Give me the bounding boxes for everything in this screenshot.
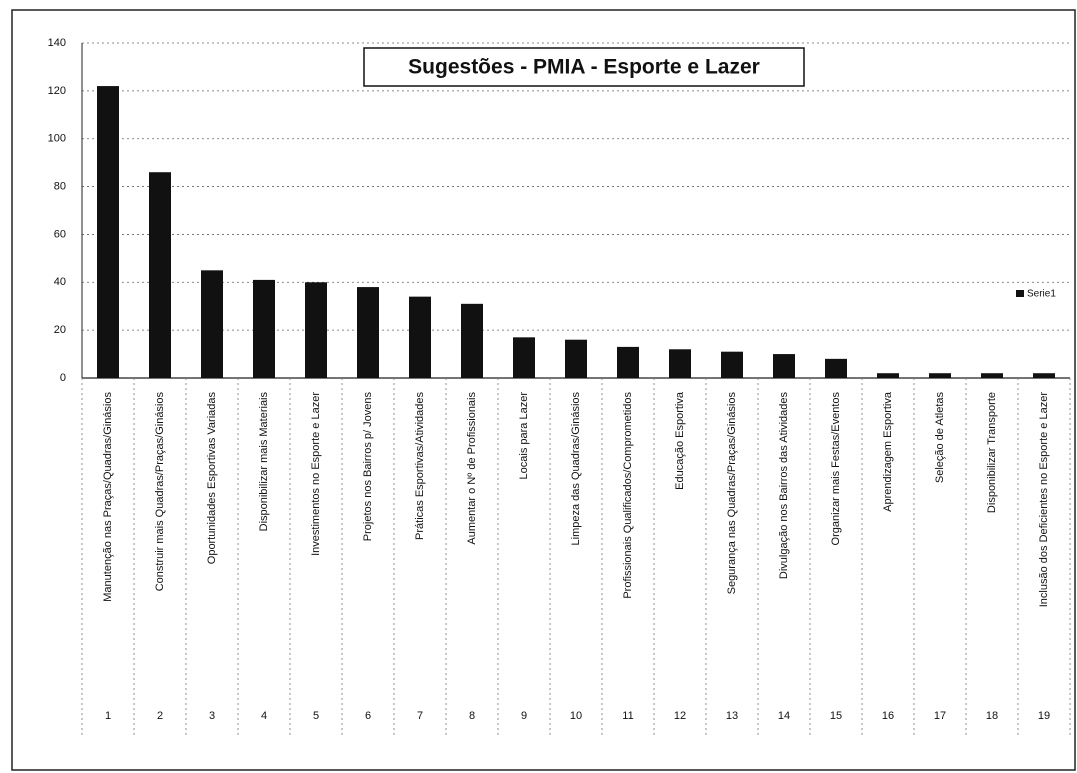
x-category-label: Aumentar o Nº de Profissionais [466, 392, 478, 545]
x-category-label: Locais para Lazer [518, 392, 530, 480]
legend-swatch [1016, 290, 1024, 297]
y-tick-label: 80 [54, 180, 66, 192]
x-category-number: 19 [1038, 710, 1050, 722]
bar [1033, 373, 1055, 378]
bar [409, 296, 431, 378]
bar [929, 373, 951, 378]
x-category-label: Limpeza das Quadras/Ginásios [570, 392, 582, 546]
x-category-number: 7 [417, 710, 423, 722]
bar [97, 86, 119, 379]
x-category-label: Disponibilizar Transporte [986, 392, 998, 513]
x-category-number: 11 [622, 710, 633, 722]
bar [357, 287, 379, 378]
bar [201, 270, 223, 378]
bar [617, 346, 639, 378]
x-category-number: 17 [934, 710, 946, 722]
x-category-label: Educação Esportiva [674, 391, 686, 490]
x-category-label: Disponibilizar mais Materiais [258, 392, 270, 532]
y-tick-label: 20 [54, 324, 66, 336]
x-category-number: 4 [261, 710, 267, 722]
y-tick-label: 100 [48, 133, 66, 145]
bar [565, 339, 587, 378]
x-category-label: Aprendizagem Esportiva [882, 391, 894, 512]
x-category-label: Oportunidades Esportivas Variadas [206, 392, 218, 565]
bar [825, 358, 847, 378]
bar [149, 172, 171, 378]
y-tick-label: 0 [60, 372, 66, 384]
x-category-label: Divulgação nos Bairros das Atividades [778, 392, 790, 580]
x-category-number: 14 [778, 710, 790, 722]
x-category-number: 5 [313, 710, 319, 722]
x-category-label: Organizar mais Festas/Eventos [830, 392, 842, 546]
bar [305, 282, 327, 378]
x-category-label: Construir mais Quadras/Praças/Ginásios [154, 392, 166, 592]
x-category-number: 18 [986, 710, 998, 722]
x-category-number: 12 [674, 710, 686, 722]
x-category-number: 15 [830, 710, 842, 722]
bar [721, 351, 743, 378]
x-category-number: 16 [882, 710, 894, 722]
bar [461, 303, 483, 378]
x-category-label: Projetos nos Bairros p/ Jovens [362, 392, 374, 542]
bar [669, 349, 691, 378]
title-box [363, 47, 805, 87]
bar [773, 354, 795, 378]
x-category-number: 6 [365, 710, 371, 722]
x-category-label: Investimentos no Esporte e Lazer [310, 392, 322, 556]
x-category-number: 13 [726, 710, 738, 722]
x-category-label: Práticas Esportivas/Atividades [414, 392, 426, 540]
x-category-label: Seleção de Atletas [934, 392, 946, 484]
x-category-number: 9 [521, 710, 527, 722]
bar [253, 279, 275, 378]
bar [513, 337, 535, 378]
x-category-number: 1 [105, 710, 111, 722]
y-tick-label: 120 [48, 85, 66, 97]
chart-title: Sugestões - PMIA - Esporte e Lazer [408, 56, 760, 79]
bar [981, 373, 1003, 378]
x-category-number: 2 [157, 710, 163, 722]
x-category-label: Inclusão dos Deficientes no Esporte e La… [1038, 392, 1050, 608]
bar [877, 373, 899, 378]
y-tick-label: 60 [54, 228, 66, 240]
x-category-label: Segurança nas Quadras/Praças/Ginásios [726, 392, 738, 595]
y-tick-label: 140 [48, 37, 66, 49]
x-category-label: Manutenção nas Praças/Quadras/Ginásios [102, 392, 114, 602]
y-tick-label: 40 [54, 276, 66, 288]
x-category-number: 8 [469, 710, 475, 722]
chart-frame [11, 9, 1076, 771]
legend-label: Serie1 [1027, 289, 1056, 300]
x-category-number: 3 [209, 710, 215, 722]
x-category-number: 10 [570, 710, 582, 722]
x-category-label: Profissionais Qualificados/Comprometidos [622, 392, 634, 599]
